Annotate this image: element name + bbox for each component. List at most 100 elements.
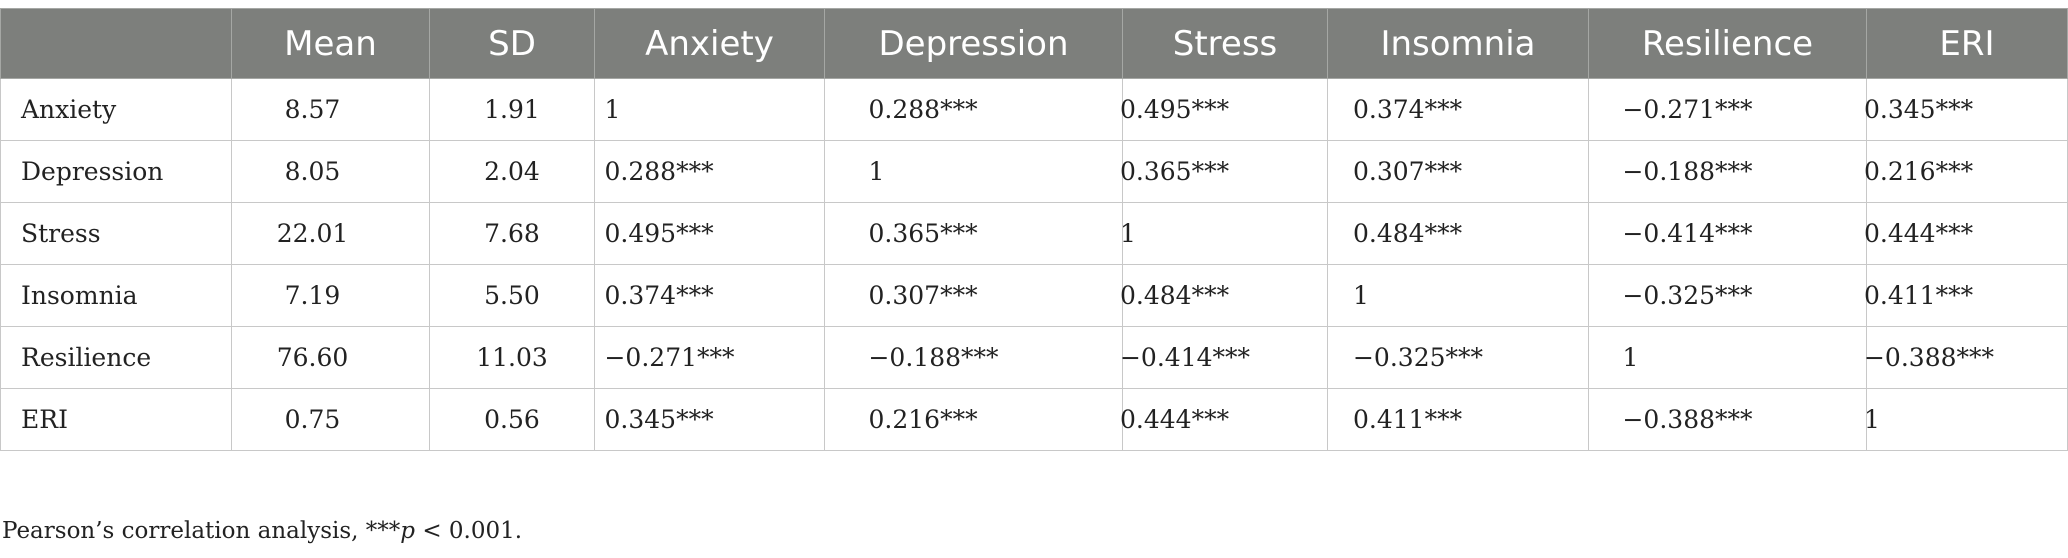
table-cell: −0.388*** [1863, 326, 2068, 389]
cell-value: 0.374*** [1353, 95, 1463, 124]
cell-value: 1 [1120, 219, 1136, 248]
cell-value: 0.288*** [604, 157, 714, 186]
cell-value: 0.411*** [1353, 405, 1463, 434]
cell-value: 0.216*** [1864, 157, 1974, 186]
row-label: Resilience [0, 326, 232, 389]
table-cell: 1.91 [429, 78, 595, 141]
table-cell: 0.495*** [1120, 78, 1328, 141]
table-cell: 0.484*** [1327, 202, 1589, 265]
cell-value: 1 [1622, 343, 1639, 372]
table-cell: 8.57 [231, 78, 430, 141]
table-cell: 8.05 [231, 140, 430, 203]
table-cell: 1 [594, 78, 825, 141]
table-footnote: Pearson’s correlation analysis, ***p < 0… [2, 518, 522, 544]
cell-value: 7.19 [284, 281, 341, 310]
table-cell: 0.365*** [824, 202, 1123, 265]
table-cell: −0.188*** [824, 326, 1123, 389]
cell-value: −0.188*** [1622, 157, 1753, 186]
cell-value: 22.01 [276, 219, 349, 248]
row-label: ERI [0, 388, 232, 451]
row-label: Insomnia [0, 264, 232, 327]
table-cell: 0.307*** [1327, 140, 1589, 203]
cell-value: 1.91 [484, 95, 540, 124]
cell-value: 0.216*** [868, 405, 978, 434]
cell-value: 1 [604, 95, 621, 124]
table-cell: 0.365*** [1120, 140, 1328, 203]
cell-value: −0.414*** [1119, 343, 1251, 372]
cell-value: −0.325*** [1352, 343, 1484, 372]
header-cell: Anxiety [594, 8, 825, 79]
cell-value: 1 [868, 157, 885, 186]
cell-value: 0.365*** [868, 219, 978, 248]
table-cell: −0.271*** [1588, 78, 1867, 141]
table-cell: 0.345*** [594, 388, 825, 451]
table-cell: 7.19 [231, 264, 430, 327]
cell-value: 0.365*** [1120, 157, 1230, 186]
cell-value: 11.03 [476, 343, 548, 372]
table-row: Depression 8.05 2.04 0.288*** 1 0.365*** 0.307… [0, 140, 2068, 203]
table-cell: 0.444*** [1864, 202, 2068, 265]
cell-value: 0.288*** [868, 95, 978, 124]
footnote-suffix: < 0.001. [415, 518, 523, 544]
header-cell: SD [429, 8, 595, 79]
correlation-table: Mean SD Anxiety Depression Stress Insomnia Res… [0, 8, 2068, 451]
table-cell: −0.271*** [594, 326, 825, 389]
cell-value: 0.307*** [868, 281, 978, 310]
cell-value: −0.388*** [1863, 343, 1995, 372]
cell-value: 76.60 [276, 343, 349, 372]
table-cell: 0.374*** [594, 264, 825, 327]
table-header: Mean SD Anxiety Depression Stress Insomnia Res… [0, 8, 2068, 79]
table-cell: 1 [824, 140, 1123, 203]
cell-value: 0.345*** [1864, 95, 1974, 124]
table-cell: −0.188*** [1588, 140, 1867, 203]
table-cell: 2.04 [429, 140, 595, 203]
cell-value: 1 [1353, 281, 1369, 310]
table-cell: 0.288*** [824, 78, 1123, 141]
header-cell: Resilience [1588, 8, 1867, 79]
table-cell: 0.307*** [824, 264, 1123, 327]
table-cell: 76.60 [231, 326, 430, 389]
row-label: Depression [0, 140, 232, 203]
header-cell: Depression [824, 8, 1123, 79]
header-cell: ERI [1866, 8, 2068, 79]
table-cell: −0.388*** [1588, 388, 1867, 451]
table-cell: 1 [1120, 202, 1328, 265]
table-cell: 1 [1864, 388, 2068, 451]
table-cell: −0.414*** [1119, 326, 1328, 389]
cell-value: 0.495*** [604, 219, 714, 248]
cell-value: 0.374*** [604, 281, 714, 310]
table-cell: −0.325*** [1327, 326, 1589, 389]
cell-value: 0.444*** [1864, 219, 1974, 248]
footnote-prefix: Pearson’s correlation analysis, *** [2, 518, 401, 544]
table-cell: 0.75 [231, 388, 430, 451]
table-cell: −0.414*** [1588, 202, 1867, 265]
cell-value: −0.388*** [1622, 405, 1753, 434]
table-row: Stress 22.01 7.68 0.495*** 0.365*** 1 0.484***… [0, 202, 2068, 265]
table-cell: 0.345*** [1864, 78, 2068, 141]
cell-value: 0.307*** [1353, 157, 1463, 186]
cell-value: 0.444*** [1120, 405, 1230, 434]
table-row: ERI 0.75 0.56 0.345*** 0.216*** 0.444*** 0.411… [0, 388, 2068, 451]
row-label: Stress [0, 202, 232, 265]
table-cell: 0.56 [429, 388, 595, 451]
cell-value: −0.188*** [868, 343, 999, 372]
table-row: Resilience 76.60 11.03 −0.271*** −0.188*** −0… [0, 326, 2068, 389]
cell-value: 8.57 [284, 95, 341, 124]
table-cell: 0.495*** [594, 202, 825, 265]
table-cell: 22.01 [231, 202, 430, 265]
table-cell: 0.288*** [594, 140, 825, 203]
cell-value: 0.56 [484, 405, 540, 434]
cell-value: 8.05 [284, 157, 341, 186]
cell-value: 5.50 [484, 281, 540, 310]
header-cell: Insomnia [1327, 8, 1589, 79]
table-cell: 0.411*** [1864, 264, 2068, 327]
cell-value: −0.325*** [1622, 281, 1753, 310]
cell-value: 0.484*** [1353, 219, 1463, 248]
cell-value: 2.04 [484, 157, 540, 186]
table-cell: 5.50 [429, 264, 595, 327]
table-cell: 0.374*** [1327, 78, 1589, 141]
cell-value: −0.271*** [1622, 95, 1753, 124]
table-cell: 0.444*** [1120, 388, 1328, 451]
cell-value: 0.484*** [1120, 281, 1230, 310]
table-cell: 1 [1588, 326, 1867, 389]
